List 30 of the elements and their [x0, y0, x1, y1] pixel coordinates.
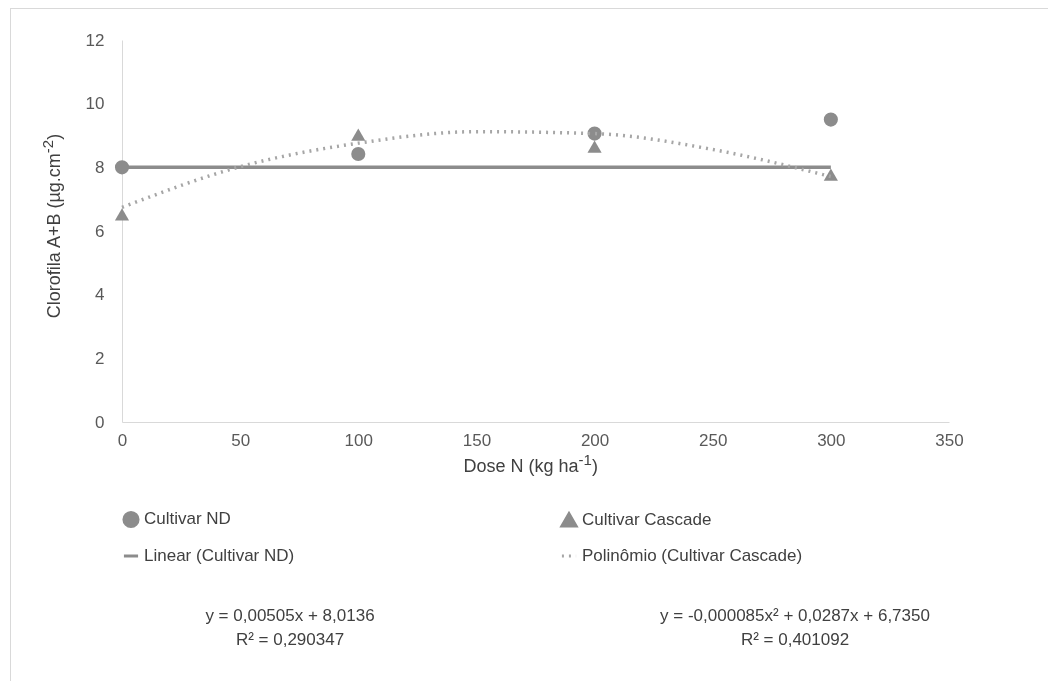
- x-tick-label: 50: [231, 430, 251, 450]
- text: R² = 0,401092: [739, 630, 851, 650]
- legend-label: Cultivar Cascade: [582, 509, 712, 529]
- y-tick-label: 10: [85, 94, 105, 114]
- point: [823, 168, 838, 181]
- text: y = 0,00505x + 8,0136: [204, 606, 376, 626]
- text: y = -0,000085x² + 0,0287x + 6,7350: [659, 606, 931, 626]
- y-tick-label: 2: [95, 348, 105, 368]
- x-tick-label: 200: [580, 430, 610, 450]
- point: [351, 146, 366, 162]
- x-tick-label: 100: [344, 430, 373, 450]
- x-tick-label: 350: [935, 430, 964, 450]
- point: [114, 208, 130, 221]
- y-tick-label: 0: [95, 412, 105, 432]
- x-tick-label: 300: [817, 430, 846, 450]
- legend-label: Polinômio (Cultivar Cascade): [582, 546, 803, 565]
- x-tick-label: 0: [117, 430, 128, 450]
- text: R² = 0,290347: [234, 630, 346, 650]
- x-axis-title: Dose N (kg ha$^{-1}$): [463, 451, 598, 477]
- x-tick-label: 150: [462, 430, 492, 450]
- y-tick-label: 6: [95, 221, 105, 241]
- legend-label: Linear (Cultivar ND): [144, 546, 295, 565]
- point: [351, 128, 366, 141]
- x-tick-label: 250: [699, 430, 728, 450]
- legend-label: Cultivar ND: [144, 509, 231, 529]
- y-tick-label: 4: [95, 285, 105, 305]
- point: [587, 140, 602, 153]
- point: [823, 112, 838, 127]
- y-tick-label: 12: [85, 30, 105, 50]
- y-tick-label: 8: [95, 157, 105, 177]
